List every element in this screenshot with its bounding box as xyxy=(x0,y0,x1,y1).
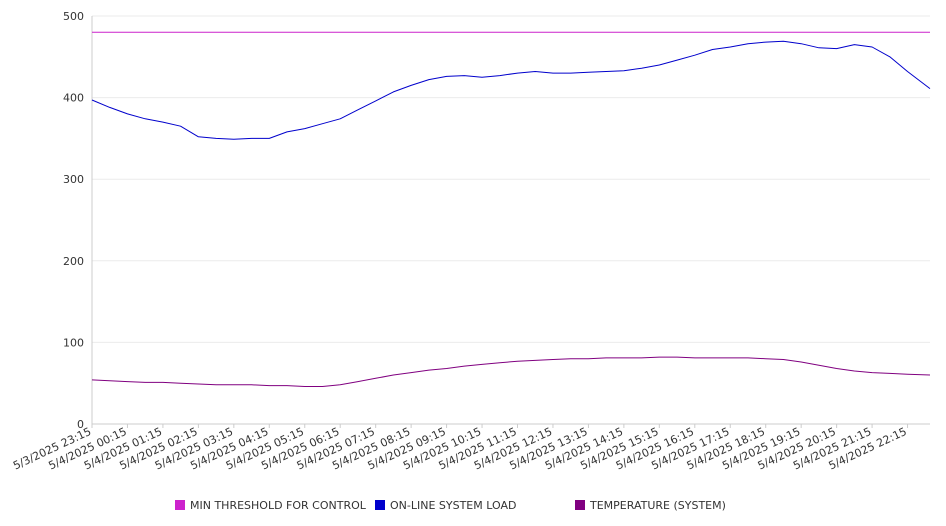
legend-swatch xyxy=(375,500,385,510)
y-tick-label: 300 xyxy=(63,173,84,186)
y-tick-label: 400 xyxy=(63,92,84,105)
legend-label: MIN THRESHOLD FOR CONTROL xyxy=(190,499,367,512)
legend-swatch xyxy=(175,500,185,510)
x-tick-labels: 5/3/2025 23:155/4/2025 00:155/4/2025 01:… xyxy=(11,424,909,472)
series-line-2 xyxy=(91,356,931,387)
y-tick-labels: 0 100 200 300 400 500 xyxy=(63,10,84,431)
legend-label: ON-LINE SYSTEM LOAD xyxy=(390,499,516,512)
axes xyxy=(91,16,930,425)
series-lines xyxy=(91,31,931,387)
legend-swatch xyxy=(575,500,585,510)
y-tick-label: 0 xyxy=(77,418,84,431)
y-tick-label: 500 xyxy=(63,10,84,23)
y-tick-label: 200 xyxy=(63,255,84,268)
series-line-1 xyxy=(91,40,931,140)
gridlines xyxy=(92,15,930,343)
y-tick-label: 100 xyxy=(63,336,84,349)
legend-label: TEMPERATURE (SYSTEM) xyxy=(589,499,726,512)
legend: MIN THRESHOLD FOR CONTROL ON-LINE SYSTEM … xyxy=(175,499,726,512)
